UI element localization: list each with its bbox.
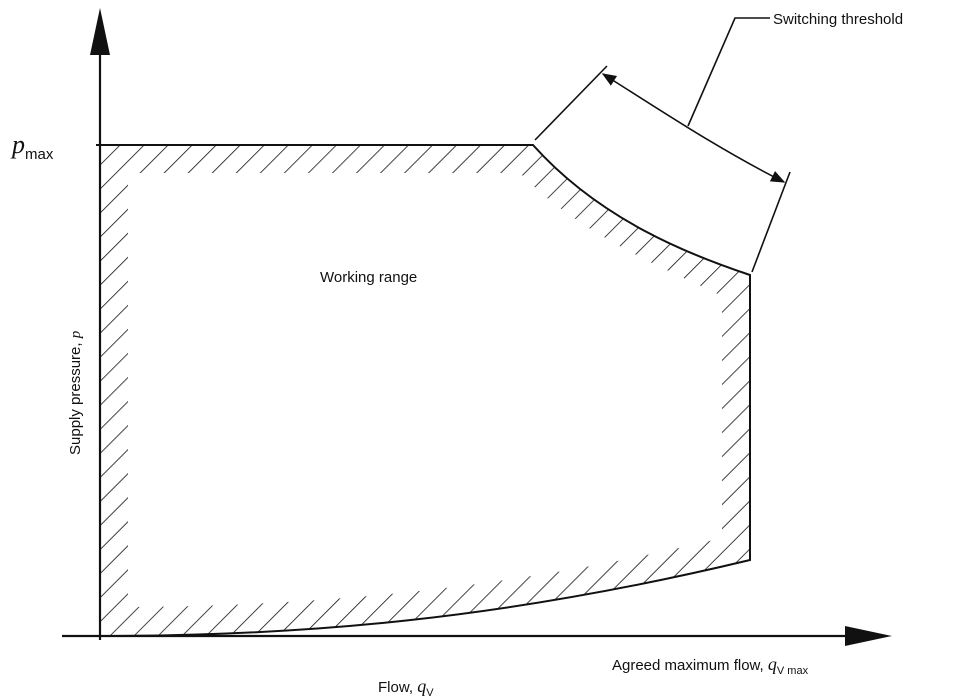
x-axis-arrow — [845, 626, 892, 646]
y-axis-arrow — [90, 8, 110, 55]
symbol: p — [68, 330, 84, 339]
max-flow-label: Agreed maximum flow, qV max — [612, 654, 809, 677]
subscript: max — [25, 146, 54, 163]
text: Flow, — [378, 679, 417, 696]
dimension-arc — [601, 73, 786, 183]
subscript: V — [426, 687, 434, 697]
leader-line — [687, 17, 770, 127]
switching-threshold-label: Switching threshold — [773, 11, 903, 28]
subscript: V max — [777, 665, 809, 677]
y-axis-label: Supply pressure, p — [67, 330, 84, 455]
working-range-label: Working range — [320, 269, 417, 286]
x-axis-label: Flow, qV — [378, 676, 434, 697]
symbol: p — [10, 130, 25, 159]
symbol: q — [768, 654, 777, 674]
extension-line — [534, 65, 608, 141]
extension-line — [751, 171, 791, 273]
text: Agreed maximum flow, — [612, 657, 768, 674]
p-max-label: pmax — [10, 130, 54, 163]
text: Supply pressure, — [67, 338, 84, 455]
symbol: q — [417, 676, 426, 696]
working-range-boundary — [96, 144, 751, 637]
hatching — [100, 145, 750, 636]
